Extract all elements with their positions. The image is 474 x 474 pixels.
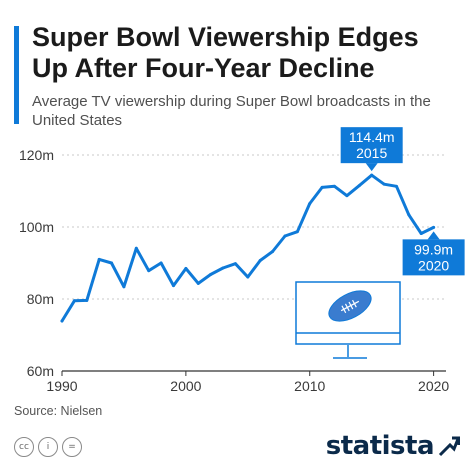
data-point: [295, 230, 299, 234]
source-note: Source: Nielsen: [14, 404, 103, 418]
data-point: [184, 267, 188, 271]
data-point: [159, 261, 163, 265]
data-point: [122, 285, 126, 289]
data-point: [333, 184, 337, 188]
data-point: [407, 213, 411, 217]
data-point: [147, 269, 151, 273]
callout-pointer: [365, 163, 378, 172]
x-tick-label: 2000: [170, 378, 201, 394]
data-point: [233, 262, 237, 266]
brand-name: statista: [325, 431, 435, 461]
attribution-icon[interactable]: i: [38, 437, 58, 457]
data-point: [246, 275, 250, 279]
statista-logo[interactable]: statista: [326, 430, 460, 462]
series: [60, 173, 436, 323]
x-tick-label: 2010: [294, 378, 325, 394]
data-point: [370, 173, 374, 177]
y-tick-label: 60m: [27, 363, 54, 379]
data-point: [171, 284, 175, 288]
license-icons: cc i =: [14, 437, 82, 457]
data-point: [345, 194, 349, 198]
chart-subtitle: Average TV viewership during Super Bowl …: [32, 93, 431, 129]
statista-mark-icon: [438, 436, 460, 457]
title-accent-bar: [14, 26, 19, 124]
data-point: [394, 184, 398, 188]
chart-title: Super Bowl Viewership Edges Up After Fou…: [32, 22, 419, 83]
data-point: [97, 257, 101, 261]
y-tick-label: 80m: [27, 291, 54, 307]
x-tick-label: 1990: [46, 378, 77, 394]
data-point: [72, 299, 76, 303]
data-point: [432, 225, 436, 229]
y-tick-label: 100m: [19, 219, 54, 235]
callout-box: [340, 127, 403, 164]
data-point: [85, 298, 89, 302]
y-tick-label: 120m: [19, 147, 54, 163]
data-point: [308, 202, 312, 206]
data-point: [134, 246, 138, 250]
callout-value: 99.9m: [414, 241, 453, 257]
x-tick-label: 2020: [418, 378, 449, 394]
callout-pointer: [427, 231, 440, 240]
football-on-tv-icon: [295, 281, 401, 359]
data-point: [221, 266, 225, 270]
callout-year: 2015: [356, 145, 387, 161]
callout-value: 114.4m: [349, 129, 395, 145]
callout-box: [402, 239, 465, 276]
creative-commons-icon[interactable]: cc: [14, 437, 34, 457]
data-point: [382, 182, 386, 186]
data-point: [209, 273, 213, 277]
noderivs-icon[interactable]: =: [62, 437, 82, 457]
data-point: [110, 261, 114, 265]
data-point: [196, 281, 200, 285]
data-point: [283, 234, 287, 238]
data-point: [419, 231, 423, 235]
data-point: [320, 185, 324, 189]
data-point: [60, 319, 64, 323]
callout-year: 2020: [418, 257, 449, 273]
data-point: [357, 184, 361, 188]
axes: 60m 80m 100m 120m 1990 2000 2010 2020: [19, 147, 449, 394]
data-point: [271, 249, 275, 253]
data-point: [258, 258, 262, 262]
